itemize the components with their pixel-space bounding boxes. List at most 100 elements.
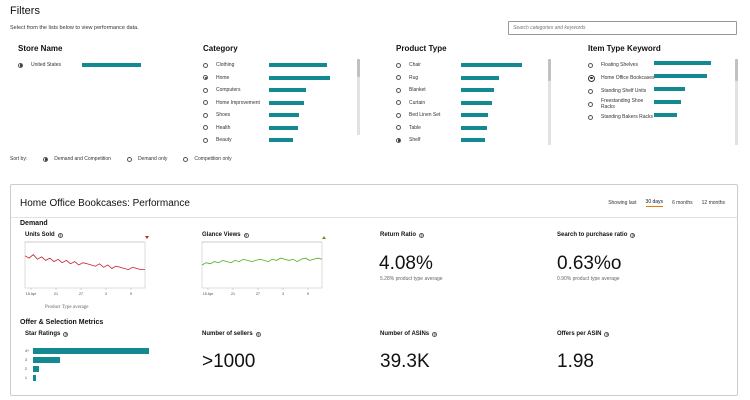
list-item[interactable]: United States: [18, 59, 158, 71]
list-item-label: Standing Bakers Racks: [601, 114, 653, 120]
info-icon[interactable]: ?: [432, 331, 438, 337]
radio-icon[interactable]: [43, 156, 49, 162]
star-ratings-label: Star Ratings?: [25, 331, 69, 337]
info-icon[interactable]: ?: [243, 232, 249, 238]
plot-frame: [201, 241, 323, 289]
radio-icon[interactable]: [396, 112, 401, 118]
sort-option-demand-competition[interactable]: Demand and Competition: [43, 156, 111, 162]
units-sold-label: Units Sold?: [25, 232, 63, 238]
scrollbar-thumb[interactable]: [548, 59, 551, 81]
star-category-label: 3: [25, 358, 27, 362]
series-line: [24, 254, 145, 271]
info-icon[interactable]: ?: [419, 232, 424, 238]
search-ratio-label: Search to purchase ratio?: [557, 232, 636, 238]
list-item[interactable]: Home Improvement: [203, 97, 360, 109]
x-tick-label: 9: [307, 292, 309, 296]
list-item[interactable]: Standing Shelf Units: [588, 85, 738, 97]
radio-icon[interactable]: [588, 74, 595, 82]
radio-icon[interactable]: [588, 62, 593, 68]
radio-icon[interactable]: [588, 101, 593, 107]
list-item[interactable]: Curtain: [396, 97, 551, 109]
list-item[interactable]: Clothing: [203, 59, 360, 71]
units-sold-chart: 15 Apr 21 27 3 9: [24, 236, 149, 296]
list-item[interactable]: Computers: [203, 84, 360, 96]
scrollbar[interactable]: [548, 59, 551, 145]
scrollbar[interactable]: [357, 59, 360, 135]
radio-icon[interactable]: [126, 156, 132, 162]
item-keyword-column: Item Type Keyword Floating Shelves Home O…: [588, 44, 738, 146]
list-item[interactable]: Table: [396, 122, 551, 134]
store-title: Store Name: [18, 44, 63, 53]
performance-panel: Home Office Bookcases: Performance Showi…: [10, 184, 738, 396]
radio-icon[interactable]: [396, 125, 401, 130]
sort-option-competition-only[interactable]: Competition only: [183, 156, 232, 162]
tab-12-months[interactable]: 12 months: [701, 200, 725, 206]
list-item[interactable]: Beauty: [203, 134, 360, 145]
tab-30-days[interactable]: 30 days: [645, 199, 664, 207]
list-item[interactable]: Home: [203, 72, 360, 84]
radio-icon[interactable]: [396, 100, 401, 105]
list-item-bar: [461, 63, 522, 67]
radio-icon[interactable]: [396, 75, 401, 80]
star-bar: [33, 357, 60, 363]
product-type-column: Product Type Chair Rug Blanket Curtain Bed L…: [396, 44, 551, 146]
radio-icon[interactable]: [18, 62, 23, 68]
radio-icon[interactable]: [203, 75, 208, 80]
radio-icon[interactable]: [588, 114, 593, 120]
category-column: Category Clothing Home Computers Home Impro…: [203, 44, 360, 146]
radio-icon[interactable]: [203, 137, 208, 143]
list-item[interactable]: Floating Shelves: [588, 59, 738, 71]
list-item-bar: [654, 113, 677, 117]
asins-text: Number of ASINs: [380, 331, 430, 337]
radio-icon[interactable]: [396, 62, 401, 68]
radio-icon[interactable]: [203, 87, 208, 93]
radio-icon[interactable]: [396, 137, 401, 143]
list-item[interactable]: Chair: [396, 59, 551, 71]
star-category-label: 1: [25, 376, 27, 380]
list-item-bar: [654, 74, 707, 78]
list-item-bar: [461, 75, 500, 80]
product-type-title: Product Type: [396, 44, 447, 53]
radio-icon[interactable]: [588, 88, 593, 94]
list-item[interactable]: Standing Bakers Racks: [588, 111, 738, 123]
search-ratio-value: 0.63%o: [557, 253, 622, 274]
info-icon[interactable]: ?: [63, 331, 69, 337]
list-item-bar: [654, 87, 686, 91]
radio-icon[interactable]: [203, 62, 208, 68]
search-ratio-text: Search to purchase ratio: [557, 232, 628, 238]
info-icon[interactable]: ?: [255, 331, 261, 337]
item-keyword-title: Item Type Keyword: [588, 44, 661, 53]
list-item[interactable]: Shelf: [396, 134, 551, 145]
list-item[interactable]: Freestanding Shoe Racks: [588, 98, 738, 110]
tab-6-months[interactable]: 6 months: [672, 200, 693, 206]
scrollbar-thumb[interactable]: [735, 59, 738, 81]
sort-by-group: Sort by: Demand and Competition Demand o…: [10, 156, 232, 162]
list-item-label: Standing Shelf Units: [601, 88, 647, 94]
info-icon[interactable]: ?: [630, 232, 636, 238]
list-item-bar: [461, 138, 486, 142]
list-item[interactable]: Bed Linen Set: [396, 109, 551, 121]
list-item-bar: [269, 88, 307, 92]
list-item-label: Bed Linen Set: [409, 112, 441, 118]
x-tick-label: 3: [105, 292, 107, 296]
panel-title: Home Office Bookcases: Performance: [20, 198, 190, 209]
list-item[interactable]: Rug: [396, 72, 551, 84]
search-input[interactable]: [508, 21, 737, 35]
list-item[interactable]: Blanket: [396, 84, 551, 96]
radio-icon[interactable]: [396, 87, 401, 93]
scrollbar[interactable]: [735, 59, 738, 145]
radio-icon[interactable]: [203, 100, 208, 105]
info-icon[interactable]: ?: [57, 232, 63, 238]
list-item[interactable]: Home Office Bookcases: [588, 72, 738, 84]
sort-option-label: Demand and Competition: [54, 156, 111, 162]
sort-option-demand-only[interactable]: Demand only: [126, 156, 167, 162]
info-icon[interactable]: ?: [604, 331, 610, 337]
radio-icon[interactable]: [203, 125, 208, 130]
scrollbar-thumb[interactable]: [357, 59, 360, 77]
radio-icon[interactable]: [183, 156, 189, 162]
list-item[interactable]: Health: [203, 122, 360, 134]
x-tick-label: 21: [231, 292, 235, 296]
radio-icon[interactable]: [203, 112, 208, 118]
list-item[interactable]: Shoes: [203, 109, 360, 121]
demand-heading: Demand: [20, 220, 48, 227]
